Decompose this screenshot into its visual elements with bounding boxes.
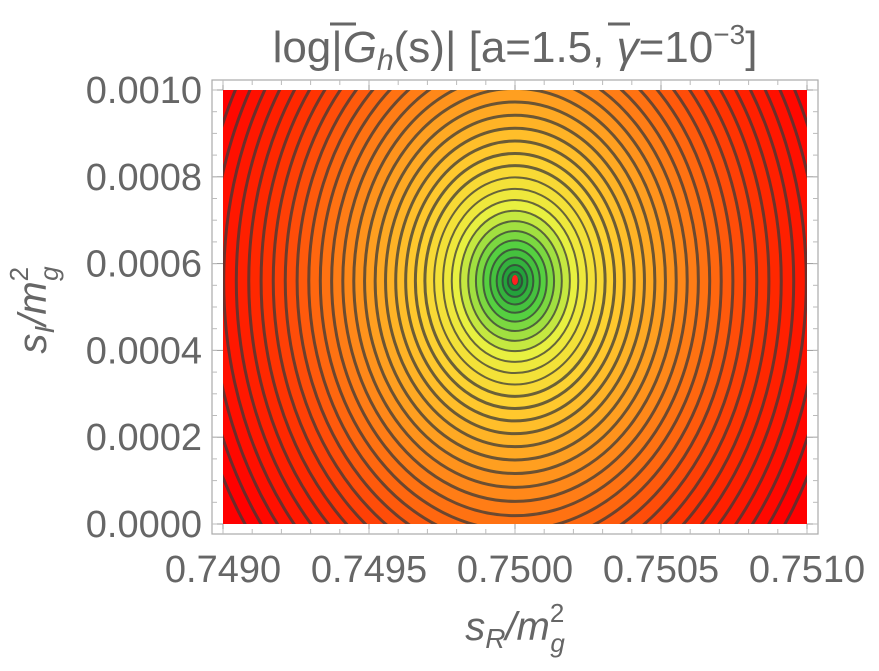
x-axis-ticks [222,80,808,534]
contour-line [283,90,747,524]
contour-line [384,113,646,449]
y-tick-label: 0.0002 [86,417,202,459]
y-tick-label: 0.0000 [86,504,202,546]
y-tick-label: 0.0010 [86,70,202,112]
contour-line [394,126,636,436]
y-tick-labels: 0.0000 0.0002 0.0004 0.0006 0.0008 0.0010 [86,70,202,546]
contour-line [501,264,529,298]
contour-line [506,270,524,292]
plot-area [223,90,807,524]
y-axis-label: sI/m2g [4,266,64,354]
contour-line [423,164,607,398]
y-tick-label: 0.0006 [86,244,202,286]
title-func: G [343,23,377,72]
contour-line [404,139,626,423]
contour-line [459,209,571,353]
title-sub: h [377,44,394,77]
contour-line [330,90,700,518]
title-arg: (s)| [a=1.5, [394,23,617,72]
x-tick-label: 0.7505 [603,549,719,591]
contour-line [373,100,657,462]
contour-line [259,90,771,524]
contour-line [482,239,548,323]
contour-line [433,176,597,386]
title-log: log| [273,23,343,72]
title-exp: −3 [713,19,745,50]
contour-lines [223,90,807,524]
contour-line [363,90,667,475]
x-tick-labels: 0.7490 0.7495 0.7500 0.7505 0.7510 [165,549,865,591]
chart-title: log|Gh(s)| [a=1.5, γ=10−3] [273,19,758,77]
contour-line [352,90,678,489]
contour-line [307,90,723,524]
x-tick-label: 0.7500 [457,549,573,591]
contour-line [450,199,580,363]
contour-line [234,90,796,524]
title-eq: =10 [639,23,714,72]
title-gamma: γ [617,23,642,72]
contour-line [489,248,541,314]
title-close: ] [745,23,757,72]
contour-line [247,90,783,524]
x-tick-label: 0.7510 [749,549,865,591]
y-axis-ticks [212,89,818,525]
contour-line [341,90,689,503]
x-tick-label: 0.7490 [165,549,281,591]
contour-line [295,90,735,524]
contour-line [413,151,617,410]
contour-line [318,90,712,524]
x-tick-label: 0.7495 [311,549,427,591]
center-marker [512,275,518,285]
y-tick-label: 0.0004 [86,330,202,372]
contour-line [271,90,759,524]
contour-line [467,220,563,342]
contour-line [495,256,535,306]
x-axis-label: sR/m2 g [465,598,565,658]
contour-line [223,90,807,524]
y-tick-label: 0.0008 [86,157,202,199]
contour-line [442,187,588,375]
contour-line [474,229,556,332]
